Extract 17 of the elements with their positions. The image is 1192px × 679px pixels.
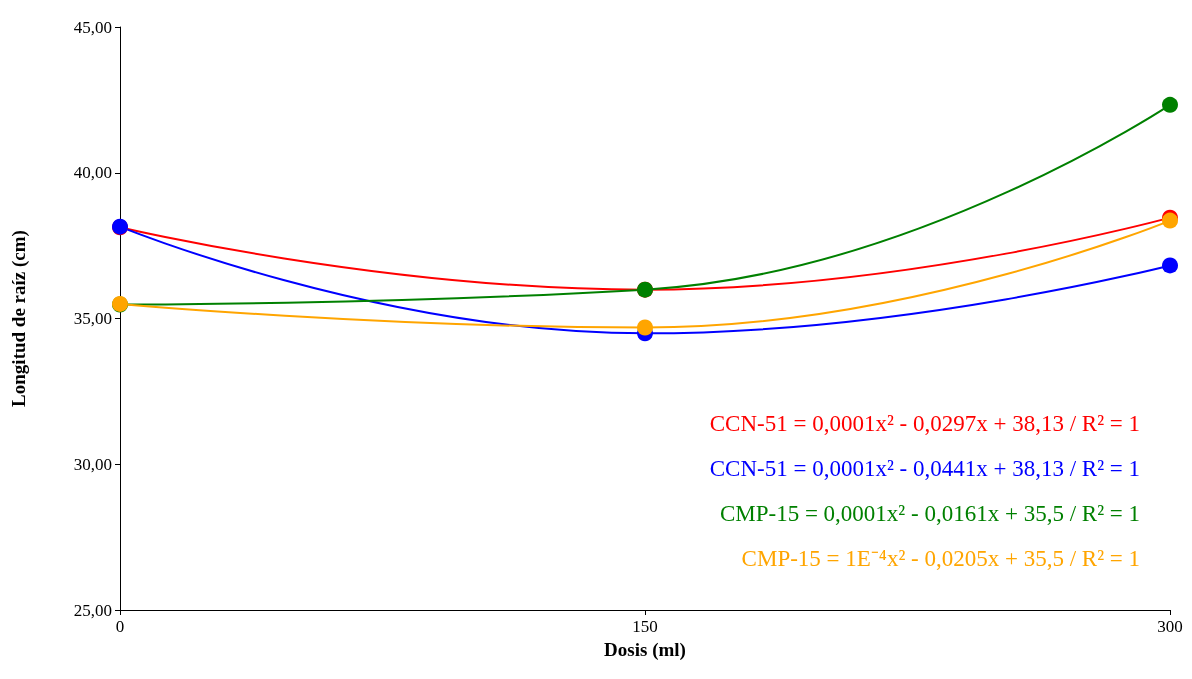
annotation: CMP-15 = 1E⁻⁴x² - 0,0205x + 35,5 / R² = 1 — [741, 546, 1140, 571]
point — [1162, 257, 1178, 274]
point — [637, 319, 653, 336]
x-tick-label: 150 — [632, 617, 658, 636]
y-tick-label: 30,00 — [73, 454, 112, 474]
y-tick-label: 25,00 — [73, 600, 112, 620]
annotation: CCN-51 = 0,0001x² - 0,0297x + 38,13 / R² = 1 — [709, 411, 1140, 436]
annotation: CMP-15 = 0,0001x² - 0,0161x + 35,5 / R² = 1 — [719, 501, 1140, 526]
y-tick-label: 35,00 — [73, 309, 112, 328]
x-tick-label: 0 — [115, 617, 125, 636]
y-tick-label: 45,00 — [73, 17, 112, 37]
annotation: CCN-51 = 0,0001x² - 0,0441x + 38,13 / R² = 1 — [709, 456, 1140, 481]
point — [1162, 96, 1178, 113]
y-tick-label: 40,00 — [73, 163, 112, 183]
x-tick-label: 300 — [1157, 617, 1183, 636]
x-axis-title: Dosis (ml) — [604, 638, 686, 661]
y-axis-title: Longitud de raíz (cm) — [8, 230, 30, 407]
